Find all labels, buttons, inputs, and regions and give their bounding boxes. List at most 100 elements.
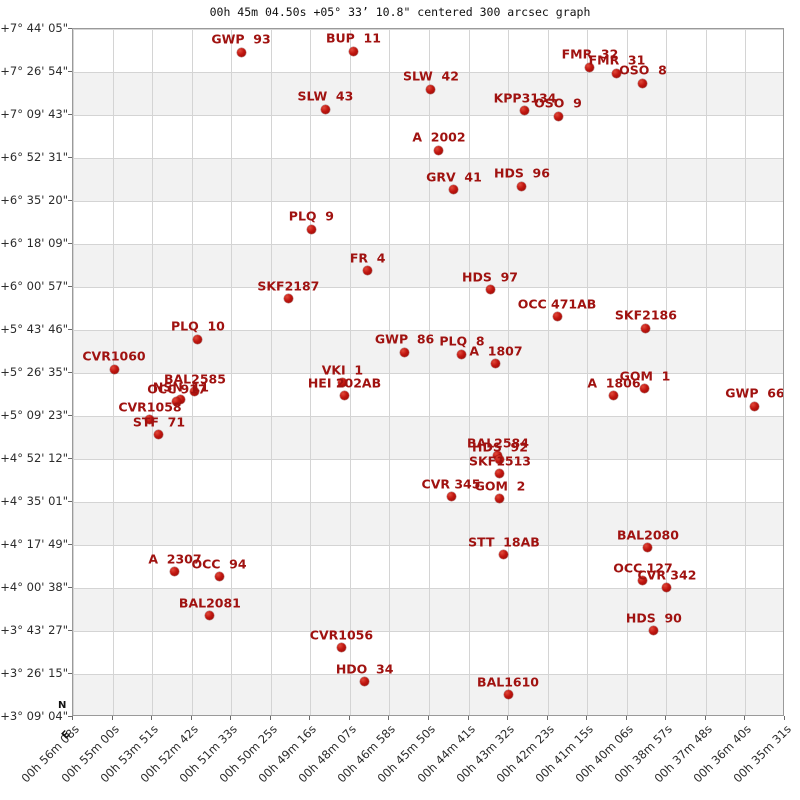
y-axis-tick-mark <box>68 157 72 158</box>
row-band <box>73 674 783 715</box>
page-title: 00h 45m 04.50s +05° 33’ 10.8" centered 3… <box>209 5 591 19</box>
y-axis-tick-label: +5° 09' 23" <box>0 408 68 422</box>
star-marker[interactable] <box>641 323 651 333</box>
star-marker[interactable] <box>495 469 505 479</box>
star-marker[interactable] <box>363 266 373 276</box>
star-label: SKF2186 <box>614 307 677 323</box>
row-band <box>73 502 783 545</box>
star-marker[interactable] <box>491 359 501 369</box>
star-marker[interactable] <box>638 576 648 586</box>
star-label: HDO 34 <box>335 661 394 677</box>
star-label: CVR1058 <box>118 399 182 415</box>
star-marker[interactable] <box>552 312 562 322</box>
y-axis-tick-mark <box>68 415 72 416</box>
star-marker[interactable] <box>306 224 316 234</box>
star-marker[interactable] <box>662 583 672 593</box>
y-axis-tick-mark <box>68 716 72 717</box>
y-axis-tick-label: +4° 52' 12" <box>0 451 68 465</box>
star-marker[interactable] <box>320 104 330 114</box>
star-marker[interactable] <box>553 111 563 121</box>
star-marker[interactable] <box>400 347 410 357</box>
y-axis-tick-mark <box>68 630 72 631</box>
star-marker[interactable] <box>426 84 436 94</box>
plot-area[interactable]: GWP 93 BUP 11 SLW 42 FMR 32 FMR 31 OSO 8 SLW 4… <box>72 28 784 716</box>
gridline-horizontal <box>73 201 783 202</box>
star-marker[interactable] <box>517 181 527 191</box>
star-label: HEI 202AB <box>307 375 382 391</box>
gridline-horizontal <box>73 72 783 73</box>
star-label: SLW 43 <box>297 88 354 104</box>
star-marker[interactable] <box>585 62 595 72</box>
star-marker[interactable] <box>495 494 505 504</box>
star-label: NSN 11 <box>152 379 209 395</box>
star-marker[interactable] <box>495 455 505 465</box>
star-marker[interactable] <box>170 567 180 577</box>
star-marker[interactable] <box>190 387 200 397</box>
star-marker[interactable] <box>154 430 164 440</box>
star-label: STT 18AB <box>468 534 540 550</box>
star-marker[interactable] <box>172 397 182 407</box>
star-marker[interactable] <box>520 106 530 116</box>
gridline-horizontal <box>73 373 783 374</box>
gridline-horizontal <box>73 158 783 159</box>
star-label: BUP 11 <box>325 30 381 46</box>
star-marker[interactable] <box>109 364 119 374</box>
gridline-horizontal <box>73 330 783 331</box>
north-direction-marker: N <box>58 700 66 711</box>
x-axis-tick-mark <box>191 716 192 720</box>
y-axis-tick-mark <box>68 28 72 29</box>
star-label: OSO 8 <box>619 62 667 78</box>
star-marker[interactable] <box>640 384 650 394</box>
star-marker[interactable] <box>145 415 155 425</box>
star-marker[interactable] <box>499 550 509 560</box>
gridline-vertical <box>152 29 153 715</box>
star-marker[interactable] <box>449 185 459 195</box>
star-marker[interactable] <box>503 690 513 700</box>
star-label: CVR1056 <box>309 627 374 643</box>
star-marker[interactable] <box>283 294 293 304</box>
star-label: A 2307 <box>148 551 202 567</box>
star-marker[interactable] <box>205 611 215 621</box>
star-marker[interactable] <box>485 285 495 295</box>
y-axis-tick-label: +3° 26' 15" <box>0 666 68 680</box>
star-label: KPP3134 <box>493 90 557 106</box>
x-axis-tick-mark <box>349 716 350 720</box>
star-marker[interactable] <box>609 391 619 401</box>
star-marker[interactable] <box>339 391 349 401</box>
star-label: HDS 90 <box>625 610 682 626</box>
star-label: PLQ 9 <box>288 208 334 224</box>
star-label: A 1806 <box>587 375 641 391</box>
y-axis-tick-label: +6° 52' 31" <box>0 150 68 164</box>
star-marker[interactable] <box>649 626 659 636</box>
star-marker[interactable] <box>446 492 456 502</box>
star-marker[interactable] <box>434 145 444 155</box>
star-marker[interactable] <box>214 572 224 582</box>
star-label: A 1807 <box>469 343 523 359</box>
star-label: CVR 342 <box>637 567 697 583</box>
y-axis-tick-mark <box>68 243 72 244</box>
x-axis-tick-mark <box>744 716 745 720</box>
gridline-horizontal <box>73 287 783 288</box>
star-label: BAL2584 <box>467 435 529 451</box>
star-marker[interactable] <box>336 643 346 653</box>
star-label: VKI 1 <box>321 362 364 378</box>
star-marker[interactable] <box>612 68 622 78</box>
row-band <box>73 158 783 201</box>
star-label: OCC 94 <box>191 556 247 572</box>
star-marker[interactable] <box>638 78 648 88</box>
gridline-vertical <box>429 29 430 715</box>
star-marker[interactable] <box>750 401 760 411</box>
star-marker[interactable] <box>236 47 246 57</box>
star-label: CVR1060 <box>82 348 146 364</box>
star-marker[interactable] <box>348 46 358 56</box>
star-label: STF 71 <box>132 414 186 430</box>
star-marker[interactable] <box>193 334 203 344</box>
x-axis-tick-mark <box>507 716 508 720</box>
gridline-vertical <box>231 29 232 715</box>
y-axis-tick-label: +4° 00' 38" <box>0 580 68 594</box>
star-marker[interactable] <box>457 349 467 359</box>
star-marker[interactable] <box>643 543 653 553</box>
star-marker[interactable] <box>360 677 370 687</box>
star-marker[interactable] <box>337 378 347 388</box>
star-label: BAL1610 <box>477 674 540 690</box>
